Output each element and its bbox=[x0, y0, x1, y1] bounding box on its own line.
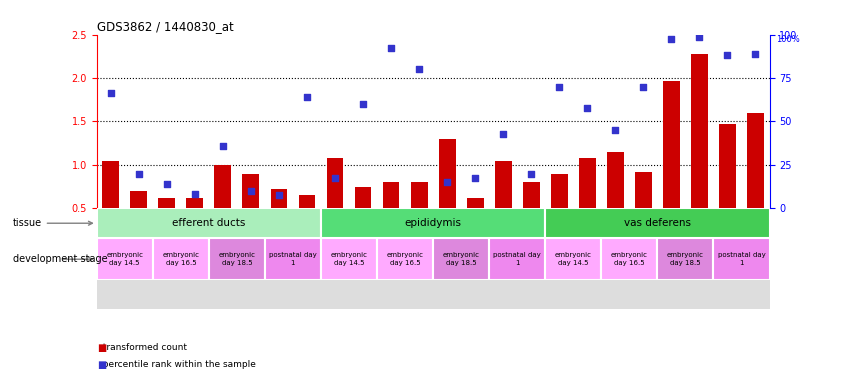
Text: embryonic
day 16.5: embryonic day 16.5 bbox=[162, 252, 199, 266]
Bar bbox=[523, 182, 540, 209]
Point bbox=[244, 188, 257, 194]
Bar bbox=[601, 238, 658, 280]
Bar bbox=[355, 187, 372, 209]
Point bbox=[328, 175, 341, 181]
Text: embryonic
day 18.5: embryonic day 18.5 bbox=[219, 252, 256, 266]
Bar bbox=[747, 113, 764, 209]
Bar bbox=[271, 189, 288, 209]
Point bbox=[132, 170, 145, 177]
Point bbox=[580, 105, 594, 111]
Text: tissue: tissue bbox=[13, 218, 93, 228]
Text: ■: ■ bbox=[97, 343, 106, 353]
Bar bbox=[658, 238, 713, 280]
Bar bbox=[97, 209, 321, 238]
Point bbox=[216, 143, 230, 149]
Text: GDS3862 / 1440830_at: GDS3862 / 1440830_at bbox=[97, 20, 234, 33]
Text: postnatal day
1: postnatal day 1 bbox=[494, 252, 541, 266]
Bar bbox=[97, 214, 770, 309]
Point bbox=[104, 90, 118, 96]
Point bbox=[188, 190, 202, 197]
Bar bbox=[321, 209, 545, 238]
Bar bbox=[158, 198, 175, 209]
Bar bbox=[383, 182, 399, 209]
Point bbox=[721, 51, 734, 58]
Bar bbox=[103, 161, 119, 209]
Text: ■: ■ bbox=[97, 360, 106, 370]
Bar bbox=[635, 172, 652, 209]
Bar bbox=[579, 158, 595, 209]
Bar bbox=[187, 198, 204, 209]
Bar bbox=[551, 174, 568, 209]
Point bbox=[468, 175, 482, 181]
Point bbox=[609, 127, 622, 133]
Bar bbox=[719, 124, 736, 209]
Bar bbox=[663, 81, 680, 209]
Text: efferent ducts: efferent ducts bbox=[172, 218, 246, 228]
Bar bbox=[130, 191, 147, 209]
Point bbox=[748, 51, 762, 57]
Text: postnatal day
1: postnatal day 1 bbox=[269, 252, 317, 266]
Bar bbox=[713, 238, 770, 280]
Bar bbox=[439, 139, 456, 209]
Point bbox=[384, 45, 398, 51]
Bar bbox=[242, 174, 259, 209]
Point bbox=[272, 192, 286, 199]
Bar bbox=[326, 158, 343, 209]
Point bbox=[496, 131, 510, 137]
Bar bbox=[607, 152, 624, 209]
Bar bbox=[433, 238, 489, 280]
Point bbox=[553, 84, 566, 90]
Point bbox=[693, 34, 706, 40]
Bar bbox=[377, 238, 433, 280]
Text: embryonic
day 14.5: embryonic day 14.5 bbox=[331, 252, 368, 266]
Bar bbox=[214, 165, 231, 209]
Bar bbox=[265, 238, 321, 280]
Text: embryonic
day 18.5: embryonic day 18.5 bbox=[442, 252, 479, 266]
Bar bbox=[691, 54, 708, 209]
Point bbox=[160, 181, 173, 187]
Bar bbox=[410, 182, 427, 209]
Text: embryonic
day 14.5: embryonic day 14.5 bbox=[106, 252, 143, 266]
Bar bbox=[489, 238, 545, 280]
Point bbox=[357, 101, 370, 107]
Bar bbox=[153, 238, 209, 280]
Text: vas deferens: vas deferens bbox=[624, 218, 691, 228]
Text: postnatal day
1: postnatal day 1 bbox=[717, 252, 765, 266]
Text: epididymis: epididymis bbox=[405, 218, 462, 228]
Bar bbox=[545, 209, 770, 238]
Text: 100%: 100% bbox=[776, 35, 800, 43]
Bar bbox=[545, 238, 601, 280]
Point bbox=[300, 94, 314, 100]
Bar bbox=[321, 238, 377, 280]
Text: embryonic
day 18.5: embryonic day 18.5 bbox=[667, 252, 704, 266]
Text: embryonic
day 16.5: embryonic day 16.5 bbox=[611, 252, 648, 266]
Bar bbox=[467, 198, 484, 209]
Text: embryonic
day 16.5: embryonic day 16.5 bbox=[387, 252, 424, 266]
Point bbox=[637, 84, 650, 90]
Text: embryonic
day 14.5: embryonic day 14.5 bbox=[555, 252, 592, 266]
Text: development stage: development stage bbox=[13, 254, 108, 264]
Bar bbox=[97, 238, 153, 280]
Point bbox=[525, 170, 538, 177]
Point bbox=[412, 66, 426, 73]
Bar bbox=[495, 161, 511, 209]
Bar bbox=[209, 238, 265, 280]
Point bbox=[441, 179, 454, 185]
Bar bbox=[299, 195, 315, 209]
Text: percentile rank within the sample: percentile rank within the sample bbox=[97, 360, 256, 369]
Text: transformed count: transformed count bbox=[97, 343, 187, 352]
Point bbox=[664, 36, 678, 42]
